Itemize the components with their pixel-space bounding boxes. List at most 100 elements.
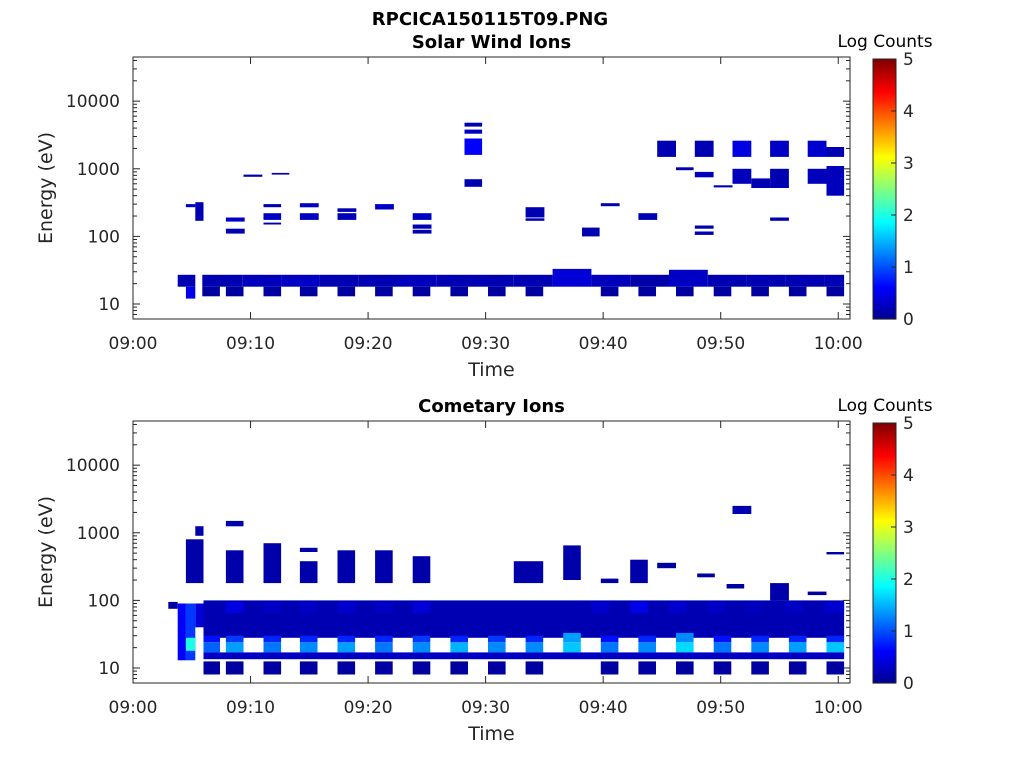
- heatmap-cell: [638, 213, 658, 220]
- heatmap-cell: [600, 661, 619, 675]
- heatmap-cell: [694, 225, 714, 229]
- colorbar-tick-label: 2: [903, 570, 914, 590]
- heatmap-cell: [600, 642, 619, 653]
- colorbar-segment: [873, 495, 896, 498]
- heatmap-cell: [375, 642, 393, 653]
- colorbar-segment: [873, 257, 896, 260]
- colorbar-segment: [873, 317, 896, 320]
- x-tick-label: 10:00: [814, 334, 863, 354]
- colorbar-segment: [873, 127, 896, 130]
- heatmap-cell: [751, 178, 771, 188]
- heatmap-cell: [513, 561, 544, 584]
- heatmap-cell: [807, 140, 827, 157]
- colorbar-segment: [873, 217, 896, 220]
- heatmap-cell: [552, 268, 592, 287]
- heatmap-cell: [412, 224, 432, 229]
- colorbar-segment: [873, 485, 896, 488]
- colorbar-segment: [873, 163, 896, 166]
- colorbar-segment: [873, 449, 896, 452]
- x-tick-label: 09:20: [344, 698, 393, 718]
- heatmap-cell: [337, 642, 356, 653]
- heatmap-cell: [563, 545, 581, 580]
- colorbar-tick-label: 0: [903, 310, 914, 330]
- heatmap-cell: [397, 274, 437, 287]
- colorbar-segment: [873, 279, 896, 282]
- y-tick-label: 1000: [77, 160, 120, 180]
- colorbar-segment: [873, 281, 896, 284]
- heatmap-cell: [412, 601, 431, 613]
- heatmap-cell: [195, 526, 204, 536]
- colorbar-segment: [873, 119, 896, 122]
- heatmap-cell: [713, 635, 732, 643]
- colorbar-segment: [873, 169, 896, 172]
- colorbar-segment: [873, 181, 896, 184]
- colorbar-segment: [873, 141, 896, 144]
- heatmap-cell: [826, 286, 845, 297]
- colorbar-segment: [873, 183, 896, 186]
- colorbar-segment: [873, 611, 896, 614]
- colorbar-segment: [873, 79, 896, 82]
- colorbar-segment: [873, 111, 896, 114]
- colorbar-segment: [873, 91, 896, 94]
- colorbar-segment: [873, 201, 896, 204]
- colorbar-segment: [873, 115, 896, 118]
- heatmap-cell: [525, 642, 544, 653]
- heatmap-cell: [788, 286, 807, 297]
- colorbar-segment: [873, 267, 896, 270]
- heatmap-cell: [785, 274, 825, 287]
- heatmap-cell: [299, 203, 319, 208]
- heatmap-cell: [263, 204, 282, 208]
- heatmap-cell: [582, 227, 600, 237]
- heatmap-cell: [299, 635, 318, 643]
- heatmap-cell: [185, 286, 196, 299]
- colorbar-segment: [873, 443, 896, 446]
- heatmap-cell: [225, 520, 244, 527]
- heatmap-cell: [732, 168, 752, 184]
- colorbar-segment: [873, 601, 896, 604]
- y-tick-label: 10000: [66, 456, 120, 476]
- colorbar-segment: [873, 117, 896, 120]
- heatmap-cell: [337, 286, 356, 297]
- x-tick-label: 09:20: [344, 334, 393, 354]
- colorbar-segment: [873, 473, 896, 476]
- colorbar-tick-label: 3: [903, 154, 914, 174]
- colorbar-segment: [873, 437, 896, 440]
- colorbar-segment: [873, 97, 896, 100]
- x-tick-label: 10:00: [814, 698, 863, 718]
- colorbar-segment: [873, 145, 896, 148]
- colorbar-segment: [873, 165, 896, 168]
- heatmap-cell: [488, 661, 506, 675]
- colorbar-segment: [873, 615, 896, 618]
- colorbar-segment: [873, 303, 896, 306]
- colorbar-segment: [873, 607, 896, 610]
- heatmap-cell: [713, 642, 732, 653]
- heatmap-cell: [824, 274, 845, 287]
- heatmap-cell: [263, 642, 282, 653]
- heatmap-cell: [375, 204, 394, 210]
- heatmap-cell: [657, 562, 676, 569]
- x-tick-label: 09:30: [461, 698, 510, 718]
- colorbar-segment: [873, 553, 896, 556]
- figure-title: RPCICA150115T09.PNG: [372, 9, 608, 30]
- heatmap-cell: [337, 635, 356, 643]
- heatmap-cell: [732, 505, 752, 514]
- colorbar-segment: [873, 639, 896, 642]
- x-tick-label: 09:40: [579, 698, 628, 718]
- colorbar-segment: [873, 285, 896, 288]
- heatmap-cell: [412, 661, 431, 675]
- colorbar-segment: [873, 283, 896, 286]
- heatmap-cell: [412, 286, 431, 297]
- colorbar-segment: [873, 575, 896, 578]
- heatmap-cell: [299, 286, 318, 297]
- heatmap-cell: [203, 652, 845, 660]
- heatmap-cell: [375, 601, 393, 613]
- heatmap-cell: [751, 642, 769, 653]
- heatmap-cell: [299, 213, 319, 220]
- heatmap-cell: [591, 601, 609, 613]
- colorbar-segment: [873, 573, 896, 576]
- colorbar-segment: [873, 423, 896, 426]
- colorbar-segment: [873, 179, 896, 182]
- colorbar-segment: [873, 547, 896, 550]
- heatmap-cell: [676, 286, 694, 297]
